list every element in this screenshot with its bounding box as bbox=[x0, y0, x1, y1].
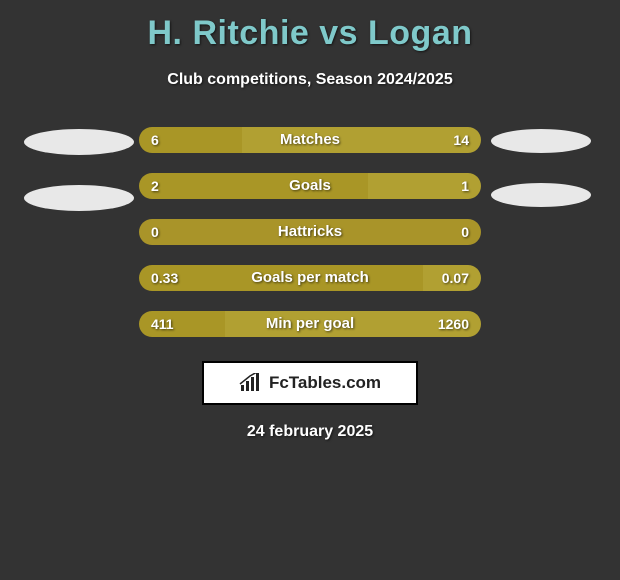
page-title: H. Ritchie vs Logan bbox=[148, 14, 473, 53]
stat-bar-label: Hattricks bbox=[139, 219, 481, 245]
team-logo-placeholder-left-2 bbox=[24, 185, 134, 211]
stat-bar-left-value: 0 bbox=[151, 219, 159, 245]
stat-bar-left-value: 6 bbox=[151, 127, 159, 153]
stat-bar-right-value: 14 bbox=[453, 127, 469, 153]
team-logo-placeholder-right-1 bbox=[491, 129, 591, 153]
stat-bar-label: Min per goal bbox=[139, 311, 481, 337]
stat-bar-right-value: 0.07 bbox=[442, 265, 469, 291]
left-logo-column bbox=[19, 127, 139, 211]
stat-bar-label: Goals bbox=[139, 173, 481, 199]
stat-bar-label: Matches bbox=[139, 127, 481, 153]
date-text: 24 february 2025 bbox=[247, 423, 373, 441]
stat-bar-left-value: 0.33 bbox=[151, 265, 178, 291]
right-logo-column bbox=[481, 127, 601, 207]
stat-bar-left-value: 2 bbox=[151, 173, 159, 199]
stat-bar: Goals2 1 bbox=[139, 173, 481, 199]
team-logo-placeholder-right-2 bbox=[491, 183, 591, 207]
stat-bar: Matches6 14 bbox=[139, 127, 481, 153]
team-logo-placeholder-left-1 bbox=[24, 129, 134, 155]
bar-chart-icon bbox=[239, 373, 265, 393]
stat-bar-right-value: 0 bbox=[461, 219, 469, 245]
stat-bar: Goals per match0.33 0.07 bbox=[139, 265, 481, 291]
stat-bar-label: Goals per match bbox=[139, 265, 481, 291]
stat-bar-right-value: 1260 bbox=[438, 311, 469, 337]
source-logo: FcTables.com bbox=[202, 361, 418, 405]
stat-bar: Min per goal411 1260 bbox=[139, 311, 481, 337]
stat-bar-right-value: 1 bbox=[461, 173, 469, 199]
stat-bars-column: Matches6 14 Goals2 1 Hattricks0 0 Goals per ma… bbox=[139, 127, 481, 337]
stat-bar-left-value: 411 bbox=[151, 311, 174, 337]
infographic-container: H. Ritchie vs Logan Club competitions, S… bbox=[0, 0, 620, 441]
source-logo-text: FcTables.com bbox=[269, 373, 381, 393]
subtitle: Club competitions, Season 2024/2025 bbox=[167, 71, 452, 89]
stat-bar: Hattricks0 0 bbox=[139, 219, 481, 245]
stats-area: Matches6 14 Goals2 1 Hattricks0 0 Goals per ma… bbox=[0, 127, 620, 337]
